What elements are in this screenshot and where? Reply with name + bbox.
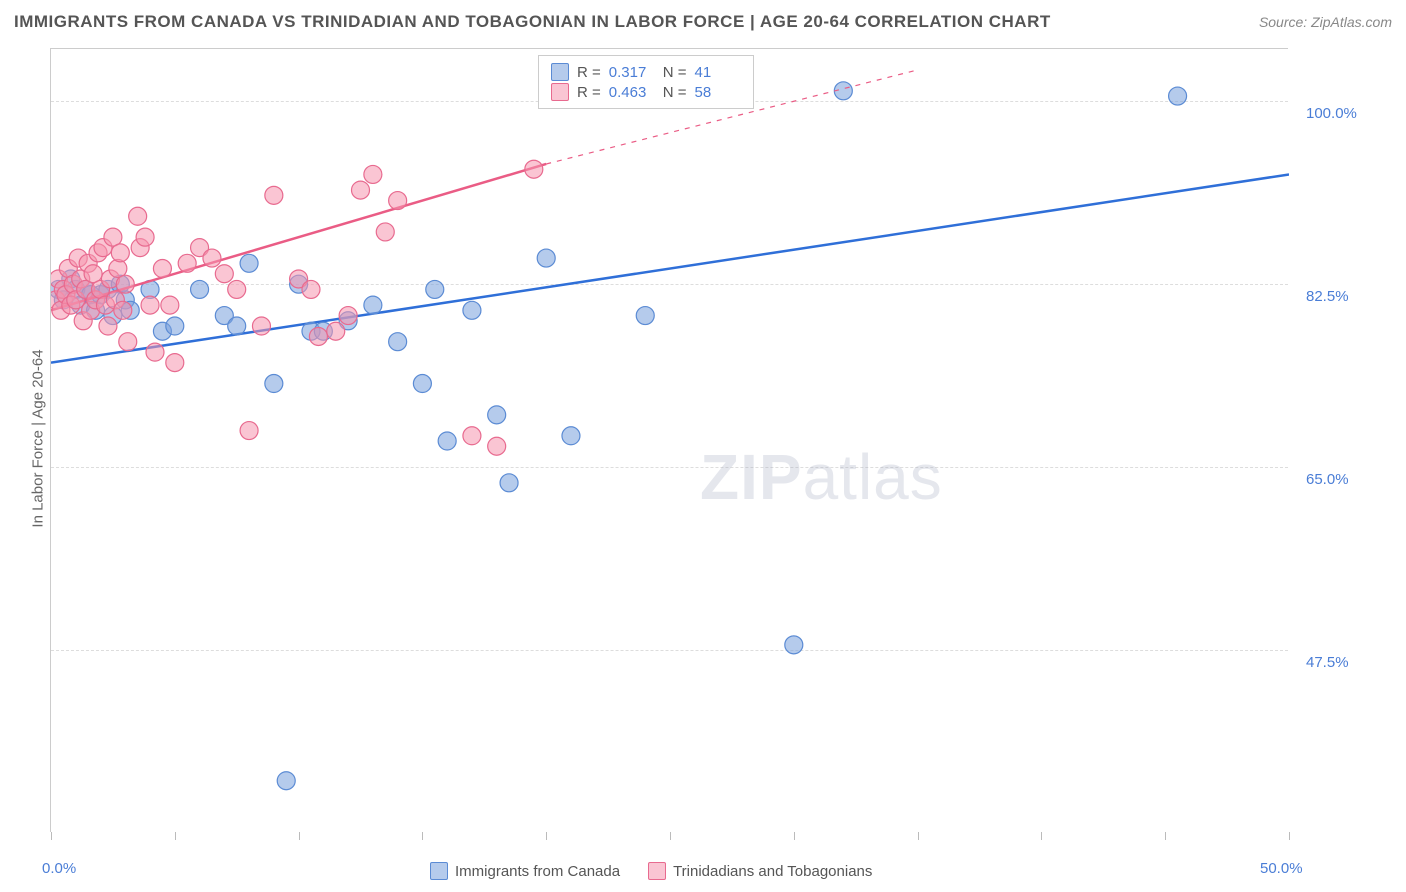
legend-label: Immigrants from Canada xyxy=(455,863,620,880)
data-point xyxy=(376,223,394,241)
data-point xyxy=(265,186,283,204)
data-point xyxy=(525,160,543,178)
legend-item: Immigrants from Canada xyxy=(430,862,620,880)
stat-label-r: R = xyxy=(577,64,601,81)
x-tick xyxy=(51,832,52,840)
correlation-row: R = 0.463 N = 58 xyxy=(551,83,741,101)
x-tick xyxy=(1041,832,1042,840)
data-point xyxy=(161,296,179,314)
data-point xyxy=(153,260,171,278)
legend-swatch xyxy=(551,83,569,101)
y-tick-label: 100.0% xyxy=(1306,105,1357,122)
data-point xyxy=(129,207,147,225)
data-point xyxy=(116,275,134,293)
correlation-legend: R = 0.317 N = 41 R = 0.463 N = 58 xyxy=(538,55,754,109)
y-axis-label: In Labor Force | Age 20-64 xyxy=(30,329,47,549)
stat-value-r: 0.317 xyxy=(609,64,655,81)
data-point xyxy=(178,254,196,272)
data-point xyxy=(438,432,456,450)
x-tick xyxy=(794,832,795,840)
legend-swatch xyxy=(430,862,448,880)
data-point xyxy=(364,296,382,314)
data-point xyxy=(413,375,431,393)
plot-area xyxy=(50,48,1288,832)
data-point xyxy=(114,301,132,319)
x-tick-label: 0.0% xyxy=(42,860,76,877)
data-point xyxy=(277,772,295,790)
series-legend: Immigrants from Canada Trinidadians and T… xyxy=(430,862,872,880)
data-point xyxy=(785,636,803,654)
data-point xyxy=(488,437,506,455)
data-point xyxy=(426,280,444,298)
data-point xyxy=(228,317,246,335)
data-point xyxy=(488,406,506,424)
data-point xyxy=(463,301,481,319)
data-point xyxy=(364,165,382,183)
data-point xyxy=(339,307,357,325)
y-tick-label: 47.5% xyxy=(1306,654,1349,671)
data-point xyxy=(389,333,407,351)
data-point xyxy=(389,192,407,210)
x-tick xyxy=(299,832,300,840)
stat-label-n: N = xyxy=(663,64,687,81)
data-point xyxy=(203,249,221,267)
stat-label-n: N = xyxy=(663,84,687,101)
data-point xyxy=(463,427,481,445)
data-point xyxy=(228,280,246,298)
y-tick-label: 65.0% xyxy=(1306,471,1349,488)
legend-item: Trinidadians and Tobagonians xyxy=(648,862,872,880)
data-point xyxy=(562,427,580,445)
data-point xyxy=(240,254,258,272)
data-point xyxy=(265,375,283,393)
stat-value-n: 41 xyxy=(695,64,741,81)
x-tick xyxy=(546,832,547,840)
data-point xyxy=(215,265,233,283)
data-point xyxy=(252,317,270,335)
data-point xyxy=(111,244,129,262)
x-tick xyxy=(1165,832,1166,840)
data-point xyxy=(119,333,137,351)
stat-label-r: R = xyxy=(577,84,601,101)
legend-label: Trinidadians and Tobagonians xyxy=(673,863,872,880)
data-point xyxy=(636,307,654,325)
data-point xyxy=(141,296,159,314)
x-tick-label: 50.0% xyxy=(1260,860,1303,877)
data-point xyxy=(166,317,184,335)
y-tick-label: 82.5% xyxy=(1306,288,1349,305)
legend-swatch xyxy=(551,63,569,81)
data-point xyxy=(240,422,258,440)
source-attribution: Source: ZipAtlas.com xyxy=(1259,14,1392,30)
data-point xyxy=(136,228,154,246)
data-point xyxy=(191,280,209,298)
chart-header: IMMIGRANTS FROM CANADA VS TRINIDADIAN AN… xyxy=(0,0,1406,44)
stat-value-n: 58 xyxy=(695,84,741,101)
x-tick xyxy=(1289,832,1290,840)
data-point xyxy=(500,474,518,492)
data-point xyxy=(302,280,320,298)
data-point xyxy=(352,181,370,199)
x-tick xyxy=(175,832,176,840)
stat-value-r: 0.463 xyxy=(609,84,655,101)
x-tick xyxy=(918,832,919,840)
data-point xyxy=(166,354,184,372)
chart-title: IMMIGRANTS FROM CANADA VS TRINIDADIAN AN… xyxy=(14,12,1051,32)
chart-svg xyxy=(51,49,1289,833)
x-tick xyxy=(670,832,671,840)
correlation-row: R = 0.317 N = 41 xyxy=(551,63,741,81)
data-point xyxy=(146,343,164,361)
data-point xyxy=(99,317,117,335)
legend-swatch xyxy=(648,862,666,880)
data-point xyxy=(1169,87,1187,105)
data-point xyxy=(537,249,555,267)
data-point xyxy=(327,322,345,340)
data-point xyxy=(309,327,327,345)
x-tick xyxy=(422,832,423,840)
